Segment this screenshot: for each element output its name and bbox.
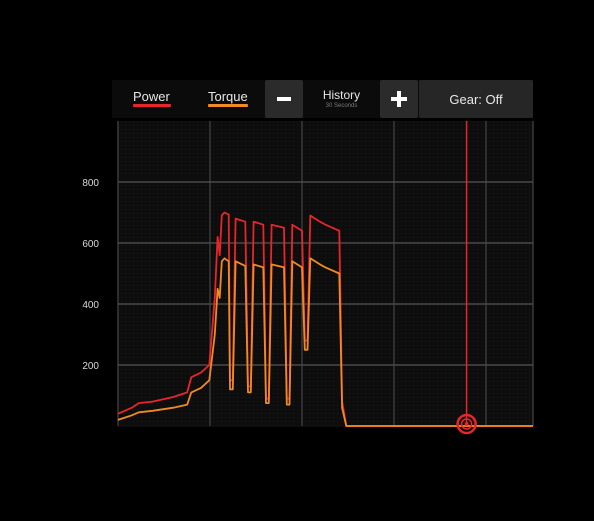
legend-power-swatch — [133, 104, 171, 107]
series-line-torque — [117, 257, 533, 427]
cursor-handle-ring-0[interactable] — [456, 413, 477, 435]
history-title: History — [322, 88, 361, 102]
y-axis-labels: 200 400 600 800 — [82, 178, 99, 372]
gear-button[interactable]: Gear: Off — [419, 80, 533, 118]
legend-torque-label: Torque — [208, 89, 248, 104]
y-tick-label-800: 800 — [82, 178, 99, 189]
legend-power-label: Power — [133, 89, 170, 104]
minus-icon — [277, 97, 291, 101]
y-tick-label-200: 200 — [82, 361, 99, 372]
playhead-cursor[interactable] — [456, 121, 477, 435]
legend-torque-swatch — [208, 104, 248, 107]
history-subtitle: 30 Seconds — [325, 103, 358, 109]
zoom-in-button[interactable] — [380, 80, 418, 118]
cursor-handle-ring-2[interactable] — [464, 422, 469, 426]
zoom-out-button[interactable] — [265, 80, 303, 118]
y-tick-label-400: 400 — [82, 300, 99, 311]
plus-icon — [391, 91, 407, 107]
y-tick-label-600: 600 — [82, 239, 99, 250]
plot-baseline-mask — [357, 428, 533, 448]
series-layer — [117, 211, 533, 427]
plot-background — [118, 121, 533, 427]
gear-label: Gear: Off — [449, 91, 503, 107]
history-display: History 30 Seconds — [304, 80, 379, 118]
grid-horizontal — [118, 181, 533, 366]
cursor-handle-ring-1[interactable] — [460, 418, 473, 430]
